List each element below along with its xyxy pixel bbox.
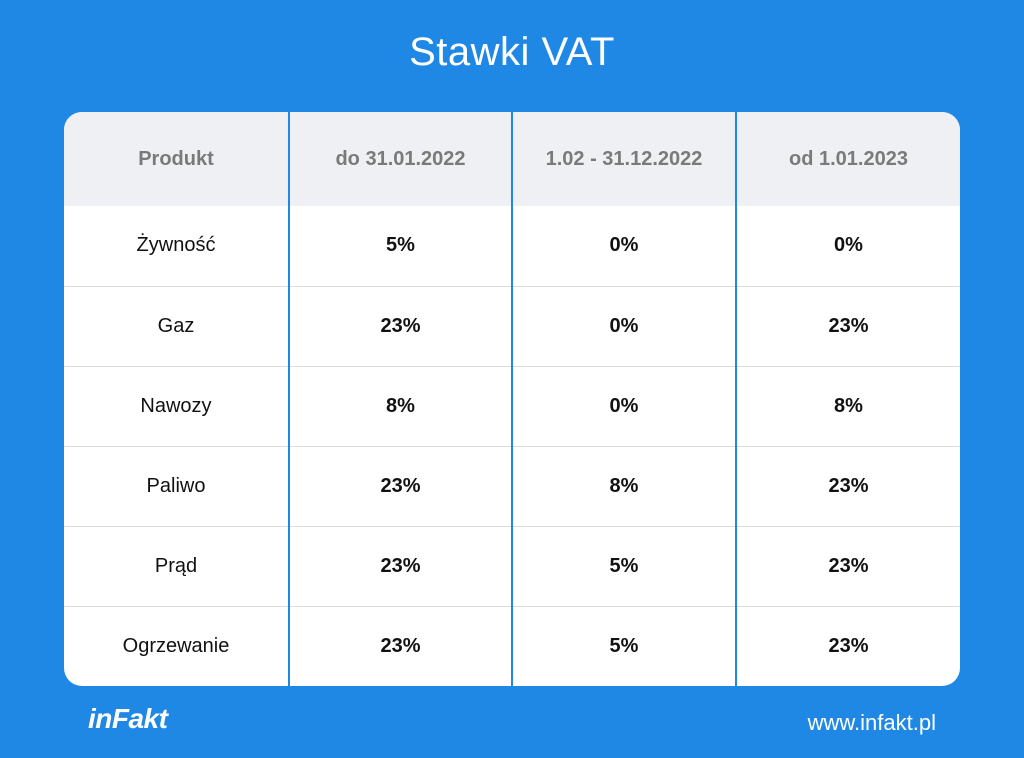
table-header-row: Produkt do 31.01.2022 1.02 - 31.12.2022 …	[64, 112, 960, 206]
vat-rates-table-card: Produkt do 31.01.2022 1.02 - 31.12.2022 …	[64, 112, 960, 686]
rate-cell: 23%	[288, 525, 512, 606]
rate-cell: 0%	[735, 206, 960, 286]
rate-cell: 5%	[511, 525, 736, 606]
column-header-2022-period: 1.02 - 31.12.2022	[511, 112, 736, 206]
vat-rates-table: Produkt do 31.01.2022 1.02 - 31.12.2022 …	[64, 112, 960, 686]
rate-cell: 0%	[511, 206, 736, 286]
table-row: Żywność 5% 0% 0%	[64, 206, 960, 286]
column-header-until-2022-01-31: do 31.01.2022	[288, 112, 512, 206]
table-row: Gaz 23% 0% 23%	[64, 285, 960, 366]
rate-cell: 0%	[511, 285, 736, 366]
rate-cell: 23%	[735, 285, 960, 366]
infakt-logo: inFakt	[88, 703, 168, 734]
column-header-product: Produkt	[138, 147, 214, 170]
table-row: Ogrzewanie 23% 5% 23%	[64, 605, 960, 686]
product-cell: Nawozy	[64, 365, 289, 446]
rate-cell: 0%	[511, 365, 736, 446]
product-cell: Gaz	[64, 285, 289, 366]
column-header-from-2023-01-01: od 1.01.2023	[735, 112, 960, 206]
product-cell: Prąd	[64, 525, 289, 606]
page-title: Stawki VAT	[409, 30, 615, 74]
table-header: Produkt do 31.01.2022 1.02 - 31.12.2022 …	[64, 112, 960, 206]
product-cell: Żywność	[136, 234, 216, 257]
product-cell: Ogrzewanie	[64, 605, 289, 686]
rate-cell: 23%	[735, 605, 960, 686]
rate-cell: 8%	[511, 445, 736, 526]
table-body: Żywność 5% 0% 0% Gaz 23% 0% 23% Nawozy 8…	[64, 206, 960, 686]
rate-cell: 23%	[288, 605, 512, 686]
rate-cell: 23%	[735, 445, 960, 526]
table-row: Nawozy 8% 0% 8%	[64, 365, 960, 446]
rate-cell: 5%	[288, 206, 512, 286]
product-cell: Paliwo	[64, 445, 289, 526]
table-row: Prąd 23% 5% 23%	[64, 525, 960, 606]
rate-cell: 23%	[288, 445, 512, 526]
rate-cell: 8%	[735, 365, 960, 446]
table-row: Paliwo 23% 8% 23%	[64, 445, 960, 526]
rate-cell: 23%	[288, 285, 512, 366]
website-link[interactable]: www.infakt.pl	[807, 710, 936, 735]
rate-cell: 23%	[735, 525, 960, 606]
rate-cell: 8%	[288, 365, 512, 446]
rate-cell: 5%	[511, 605, 736, 686]
